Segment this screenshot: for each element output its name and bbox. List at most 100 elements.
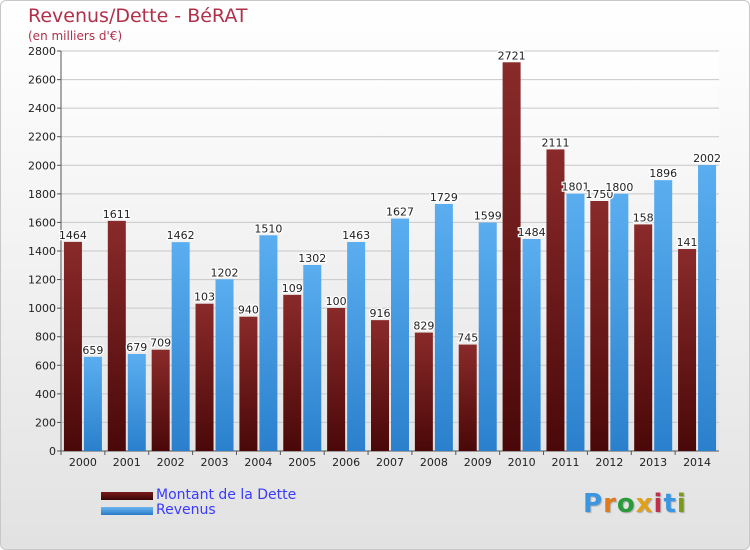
bar-revenus	[478, 222, 497, 451]
y-tick-label: 400	[35, 388, 56, 401]
bar-revenus	[347, 242, 366, 451]
x-tick-label: 2006	[332, 456, 360, 469]
data-label: 1464	[59, 229, 87, 242]
bar-dette	[634, 224, 653, 451]
chart-subtitle: (en milliers d'€)	[28, 29, 123, 43]
y-tick-label: 2800	[28, 45, 56, 58]
x-tick-label: 2007	[376, 456, 404, 469]
x-tick-label: 2010	[508, 456, 536, 469]
x-tick-label: 2001	[113, 456, 141, 469]
bar-dette	[239, 316, 258, 451]
x-tick-label: 2013	[639, 456, 667, 469]
x-tick-label: 2011	[551, 456, 579, 469]
data-label: 141	[677, 236, 698, 249]
data-label: 1627	[386, 206, 414, 219]
bar-dette	[414, 332, 433, 451]
bar-revenus	[215, 279, 234, 451]
data-label: 1599	[474, 210, 502, 223]
data-label: 1462	[167, 229, 195, 242]
bar-dette	[63, 241, 82, 451]
logo-letter: i	[653, 489, 664, 519]
data-label: 1801	[561, 181, 589, 194]
y-tick-label: 0	[49, 445, 56, 458]
data-label: 1750	[585, 188, 613, 201]
bar-dette	[195, 303, 214, 451]
data-label: 2721	[498, 49, 526, 62]
proxiti-logo: Proxiti	[583, 489, 687, 519]
bar-dette	[502, 62, 521, 452]
bar-dette	[371, 320, 389, 451]
data-label: 100	[326, 295, 347, 308]
x-tick-label: 2009	[464, 456, 492, 469]
data-label: 1202	[211, 266, 239, 279]
data-label: 659	[82, 344, 103, 357]
bar-revenus	[654, 180, 673, 451]
y-tick-label: 1200	[28, 274, 56, 287]
logo-letter: P	[583, 489, 604, 519]
bar-revenus	[522, 239, 541, 451]
chart-title: Revenus/Dette - BéRAT	[28, 5, 248, 27]
bar-revenus	[127, 354, 146, 451]
bar-revenus	[698, 165, 717, 451]
data-label: 829	[413, 320, 434, 333]
data-label: 1484	[518, 226, 546, 239]
data-label: 1510	[254, 222, 282, 235]
x-tick-label: 2000	[69, 456, 97, 469]
x-tick-label: 2005	[288, 456, 316, 469]
data-label: 1611	[103, 208, 131, 221]
bar-revenus	[610, 193, 629, 451]
bar-revenus	[83, 356, 102, 451]
y-tick-label: 1800	[28, 188, 56, 201]
data-label: 679	[126, 341, 147, 354]
x-tick-label: 2008	[420, 456, 448, 469]
logo-letter: r	[603, 489, 617, 519]
y-tick-label: 1000	[28, 302, 56, 315]
data-label: 1800	[605, 181, 633, 194]
legend-label-dette: Montant de la Dette	[156, 487, 297, 503]
bar-revenus	[303, 265, 322, 451]
bar-dette	[151, 349, 170, 451]
data-label: 745	[457, 332, 478, 345]
y-tick-label: 600	[35, 359, 56, 372]
legend-swatch-dette	[101, 492, 153, 500]
bar-dette	[107, 220, 126, 451]
data-label: 709	[150, 337, 171, 350]
x-tick-label: 2012	[595, 456, 623, 469]
x-tick-label: 2002	[157, 456, 185, 469]
bar-revenus	[434, 204, 453, 451]
bar-revenus	[259, 235, 278, 451]
data-label: 1302	[298, 252, 326, 265]
data-label: 2111	[541, 136, 569, 149]
y-tick-label: 2200	[28, 131, 56, 144]
y-tick-label: 2400	[28, 102, 56, 115]
logo-letter: o	[616, 489, 636, 519]
data-label: 1463	[342, 229, 370, 242]
bar-dette	[327, 308, 346, 451]
bar-dette	[283, 294, 302, 451]
x-tick-label: 2014	[683, 456, 711, 469]
logo-letter: i	[676, 489, 687, 519]
logo-letter: x	[635, 489, 654, 519]
legend-swatch-revenus	[101, 507, 153, 515]
bar-revenus	[391, 218, 409, 451]
x-tick-label: 2004	[244, 456, 272, 469]
data-label: 916	[370, 307, 391, 320]
data-label: 2002	[693, 152, 721, 165]
data-label: 940	[238, 304, 259, 317]
bar-dette	[678, 249, 697, 451]
logo-letter: t	[663, 489, 677, 519]
bar-dette	[458, 344, 477, 451]
y-tick-label: 2000	[28, 159, 56, 172]
legend-label-revenus: Revenus	[156, 502, 216, 518]
bar-dette	[590, 201, 609, 451]
data-label: 1896	[649, 167, 677, 180]
bar-revenus	[566, 193, 585, 451]
y-tick-label: 1600	[28, 216, 56, 229]
data-label: 1729	[430, 191, 458, 204]
data-label: 109	[282, 282, 303, 295]
bar-revenus	[171, 242, 190, 451]
data-label: 158	[633, 211, 654, 224]
x-tick-label: 2003	[201, 456, 229, 469]
